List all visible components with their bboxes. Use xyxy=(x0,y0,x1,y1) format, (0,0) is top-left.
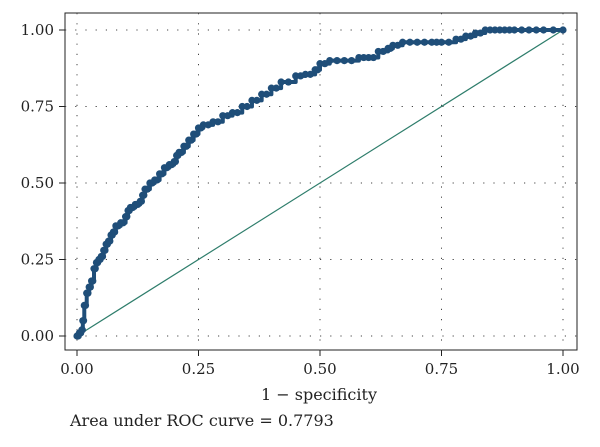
roc-point xyxy=(79,317,88,325)
x-tick-label: 0.25 xyxy=(182,360,215,378)
x-tick-label: 0.75 xyxy=(425,360,458,378)
roc-point xyxy=(386,44,395,52)
roc-point xyxy=(101,246,109,254)
roc-point xyxy=(78,326,86,334)
roc-point xyxy=(284,78,293,86)
reference-line-group xyxy=(76,29,564,337)
y-tick-labels: 0.00 0.25 0.50 0.75 1.00 xyxy=(21,21,54,345)
roc-point xyxy=(476,29,484,37)
roc-point xyxy=(433,38,441,46)
plot-border xyxy=(64,12,578,351)
roc-point xyxy=(296,72,305,80)
roc-point xyxy=(119,219,127,227)
roc-point xyxy=(171,157,180,166)
roc-point xyxy=(532,26,540,34)
roc-point xyxy=(313,66,322,74)
roc-point xyxy=(233,109,241,117)
roc-point xyxy=(277,78,285,86)
roc-point xyxy=(340,57,348,65)
roc-point xyxy=(192,130,200,138)
roc-point xyxy=(406,38,414,46)
roc-point xyxy=(86,283,94,291)
roc-point xyxy=(106,237,114,245)
roc-point xyxy=(89,277,97,285)
y-tick-label: 0.75 xyxy=(21,98,54,116)
roc-point xyxy=(158,170,166,178)
roc-point xyxy=(123,213,131,221)
roc-point xyxy=(137,197,145,205)
roc-point xyxy=(98,252,107,261)
roc-point xyxy=(467,32,475,40)
roc-point xyxy=(140,191,148,199)
roc-point xyxy=(505,26,514,34)
roc-point xyxy=(420,38,429,46)
roc-point xyxy=(84,289,92,297)
roc-point xyxy=(360,53,368,62)
roc-point xyxy=(549,26,557,34)
x-tick-labels: 0.00 0.25 0.50 0.75 1.00 xyxy=(60,360,579,378)
roc-point xyxy=(518,26,526,34)
roc-point xyxy=(272,84,280,92)
roc-point xyxy=(243,102,251,111)
roc-point xyxy=(445,38,453,46)
roc-point xyxy=(369,53,378,62)
y-tick-label: 0.50 xyxy=(21,174,54,192)
roc-point xyxy=(81,301,90,309)
roc-point xyxy=(539,26,548,34)
roc-point xyxy=(182,142,190,150)
x-axis-title: 1 − specificity xyxy=(261,385,377,404)
y-tick-label: 0.25 xyxy=(21,251,54,269)
x-tick-label: 0.50 xyxy=(303,360,336,378)
roc-point xyxy=(153,176,161,184)
roc-point xyxy=(177,148,186,156)
roc-curve-group xyxy=(73,26,567,340)
roc-point xyxy=(525,26,533,34)
plot-frame xyxy=(64,12,578,351)
roc-point xyxy=(559,26,567,34)
roc-point xyxy=(306,70,314,78)
axis-ticks xyxy=(59,29,564,356)
roc-point xyxy=(187,136,195,144)
roc-point xyxy=(111,228,119,236)
roc-point xyxy=(91,265,99,273)
roc-point xyxy=(486,26,494,34)
roc-point xyxy=(379,47,387,56)
roc-point xyxy=(496,26,504,34)
roc-point xyxy=(321,60,329,68)
roc-point xyxy=(457,35,465,43)
reference-line xyxy=(76,29,564,337)
roc-point xyxy=(413,38,421,46)
auc-annotation: Area under ROC curve = 0.7793 xyxy=(69,411,334,430)
x-tick-label: 0.00 xyxy=(60,360,93,378)
roc-point xyxy=(394,41,402,49)
y-tick-label: 0.00 xyxy=(21,327,54,345)
roc-point xyxy=(253,96,261,104)
roc-point xyxy=(197,124,205,132)
roc-point xyxy=(204,121,212,129)
roc-point xyxy=(214,118,222,126)
roc-point xyxy=(333,57,341,65)
y-tick-label: 1.00 xyxy=(21,21,54,39)
roc-point xyxy=(143,185,152,193)
x-tick-label: 1.00 xyxy=(546,360,579,378)
roc-point xyxy=(347,57,356,65)
roc-point xyxy=(262,90,271,98)
roc-point xyxy=(224,112,232,120)
